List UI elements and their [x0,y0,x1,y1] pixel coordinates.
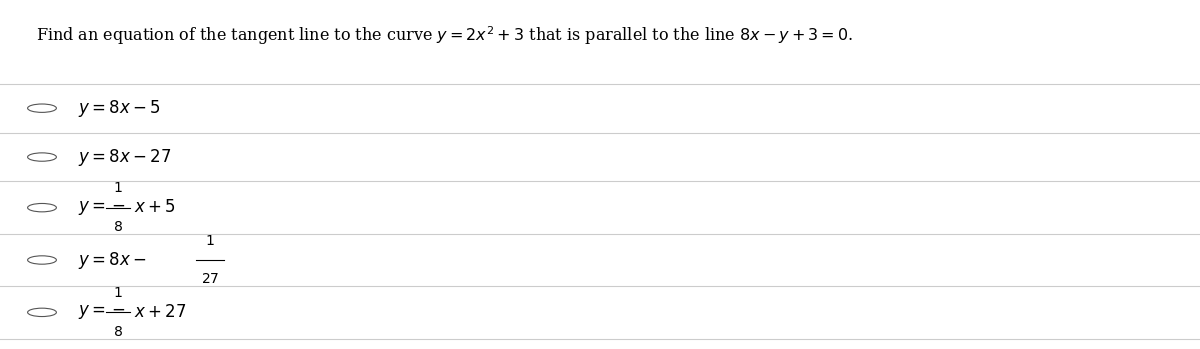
Text: $8$: $8$ [113,325,122,339]
Text: $y = -$: $y = -$ [78,303,126,321]
Text: $x + 27$: $x + 27$ [134,304,187,321]
Text: $1$: $1$ [113,181,122,195]
Text: $x + 5$: $x + 5$ [134,199,176,216]
Text: $1$: $1$ [205,234,215,248]
Text: $27$: $27$ [200,272,220,286]
Text: Find an equation of the tangent line to the curve $y = 2x^2 + 3$ that is paralle: Find an equation of the tangent line to … [36,24,853,47]
Text: $y = -$: $y = -$ [78,199,126,217]
Text: $y = 8x - 27$: $y = 8x - 27$ [78,147,172,168]
Text: $y = 8x -$: $y = 8x -$ [78,250,146,270]
Text: $8$: $8$ [113,220,122,234]
Text: $y = 8x - 5$: $y = 8x - 5$ [78,98,161,119]
Text: $1$: $1$ [113,286,122,300]
